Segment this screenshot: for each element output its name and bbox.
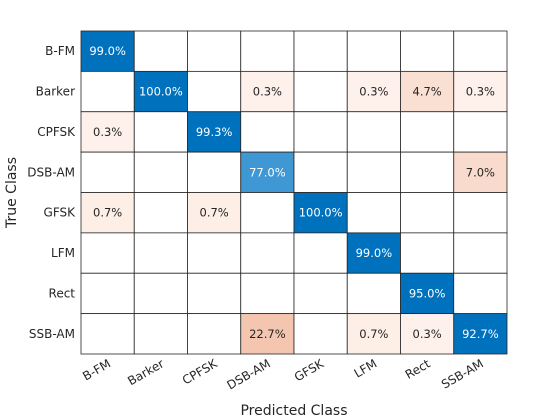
cell-value-label: 0.3% <box>413 327 442 341</box>
cell-value-label: 77.0% <box>249 165 286 179</box>
cell-lfm-rect <box>400 232 455 274</box>
cell-b-fm-b-fm <box>80 30 135 72</box>
cell-value-label: 0.7% <box>200 206 229 220</box>
x-tick-label: GFSK <box>292 356 327 384</box>
cell-value-label: 100.0% <box>299 206 343 220</box>
cell-ssb-am-ssb-am <box>453 313 508 355</box>
cell-cpfsk-barker <box>133 111 188 153</box>
x-tick-label: Barker <box>125 356 166 388</box>
cell-gfsk-rect <box>400 192 455 234</box>
cell-dsb-am-gfsk <box>293 151 348 193</box>
cell-value-label: 7.0% <box>466 165 495 179</box>
x-tick-label: SSB-AM <box>439 356 486 391</box>
y-tick-label: SSB-AM <box>29 327 75 341</box>
cell-barker-barker <box>133 70 188 113</box>
cell-value-label: 99.3% <box>196 125 233 139</box>
cell-value-label: 4.7% <box>413 85 442 99</box>
cell-gfsk-ssb-am <box>453 192 508 234</box>
cell-ssb-am-barker <box>133 313 188 355</box>
x-tick-label: B-FM <box>80 356 113 383</box>
cell-barker-ssb-am <box>453 70 508 113</box>
cell-b-fm-dsb-am <box>240 30 295 72</box>
cell-value-label: 99.0% <box>89 44 126 58</box>
cell-b-fm-ssb-am <box>453 30 508 72</box>
cell-ssb-am-gfsk <box>293 313 348 355</box>
x-tick-label: CPFSK <box>180 356 221 388</box>
cell-value-label: 0.7% <box>359 327 388 341</box>
cell-lfm-gfsk <box>293 232 348 274</box>
cell-cpfsk-rect <box>400 111 455 153</box>
cell-cpfsk-cpfsk <box>187 111 242 153</box>
y-tick-label: B-FM <box>45 44 75 58</box>
cell-ssb-am-lfm <box>346 313 401 355</box>
cell-cpfsk-ssb-am <box>453 111 508 153</box>
cell-dsb-am-ssb-am <box>453 151 508 193</box>
cell-cpfsk-dsb-am <box>240 111 295 153</box>
cell-ssb-am-dsb-am <box>240 313 295 355</box>
cell-cpfsk-gfsk <box>293 111 348 153</box>
cell-dsb-am-lfm <box>346 151 401 193</box>
cell-barker-dsb-am <box>240 70 295 113</box>
cell-dsb-am-b-fm <box>80 151 135 193</box>
y-axis-label: True Class <box>4 157 20 229</box>
cell-ssb-am-rect <box>400 313 455 355</box>
cell-rect-ssb-am <box>453 272 508 315</box>
x-tick-label: DSB-AM <box>225 356 273 392</box>
cell-value-label: 0.3% <box>93 125 122 139</box>
cell-b-fm-lfm <box>346 30 401 72</box>
cell-value-label: 99.0% <box>356 246 393 260</box>
y-tick-label: LFM <box>51 246 75 260</box>
cell-value-label: 92.7% <box>462 327 499 341</box>
cell-lfm-barker <box>133 232 188 274</box>
cell-value-label: 95.0% <box>409 286 446 300</box>
cell-value-label: 0.3% <box>466 85 495 99</box>
cell-b-fm-gfsk <box>293 30 348 72</box>
y-tick-label: Barker <box>36 85 75 99</box>
cell-b-fm-rect <box>400 30 455 72</box>
cell-ssb-am-cpfsk <box>187 313 242 355</box>
cell-dsb-am-rect <box>400 151 455 193</box>
cell-value-label: 0.3% <box>253 85 282 99</box>
cell-rect-gfsk <box>293 272 348 315</box>
cell-gfsk-dsb-am <box>240 192 295 234</box>
cell-rect-lfm <box>346 272 401 315</box>
heatmap-cells: 99.0% 100.0% 0.3% 0.3% 4.7% 0.3% 0.3% 99.3% 77.0… <box>80 30 508 355</box>
cell-ssb-am-b-fm <box>80 313 135 355</box>
cell-value-label: 0.7% <box>93 206 122 220</box>
cell-b-fm-barker <box>133 30 188 72</box>
cell-rect-cpfsk <box>187 272 242 315</box>
cell-b-fm-cpfsk <box>187 30 242 72</box>
cell-gfsk-lfm <box>346 192 401 234</box>
cell-barker-b-fm <box>80 70 135 113</box>
cell-barker-gfsk <box>293 70 348 113</box>
y-tick-label: Rect <box>49 286 76 300</box>
cell-dsb-am-barker <box>133 151 188 193</box>
cell-value-label: 0.3% <box>359 85 388 99</box>
cell-rect-b-fm <box>80 272 135 315</box>
y-tick-label: CPFSK <box>37 125 76 139</box>
cell-barker-cpfsk <box>187 70 242 113</box>
y-tick-labels: B-FM Barker CPFSK DSB-AM GFSK LFM Rect SSB-AM <box>27 44 76 341</box>
cell-lfm-cpfsk <box>187 232 242 274</box>
cell-rect-barker <box>133 272 188 315</box>
y-tick-label: GFSK <box>44 206 77 220</box>
cell-value-label: 22.7% <box>249 327 286 341</box>
cell-lfm-dsb-am <box>240 232 295 274</box>
x-tick-label: Rect <box>403 356 433 382</box>
y-tick-label: DSB-AM <box>27 165 75 179</box>
cell-lfm-ssb-am <box>453 232 508 274</box>
cell-gfsk-barker <box>133 192 188 234</box>
cell-lfm-b-fm <box>80 232 135 274</box>
x-tick-labels: B-FM Barker CPFSK DSB-AM GFSK LFM Rect SSB-AM <box>80 356 486 393</box>
cell-cpfsk-lfm <box>346 111 401 153</box>
x-axis-label: Predicted Class <box>240 403 347 419</box>
cell-lfm-lfm <box>346 232 401 274</box>
cell-dsb-am-cpfsk <box>187 151 242 193</box>
cell-rect-dsb-am <box>240 272 295 315</box>
cell-value-label: 100.0% <box>139 85 183 99</box>
x-tick-label: LFM <box>352 356 380 380</box>
cell-gfsk-cpfsk <box>187 192 242 234</box>
